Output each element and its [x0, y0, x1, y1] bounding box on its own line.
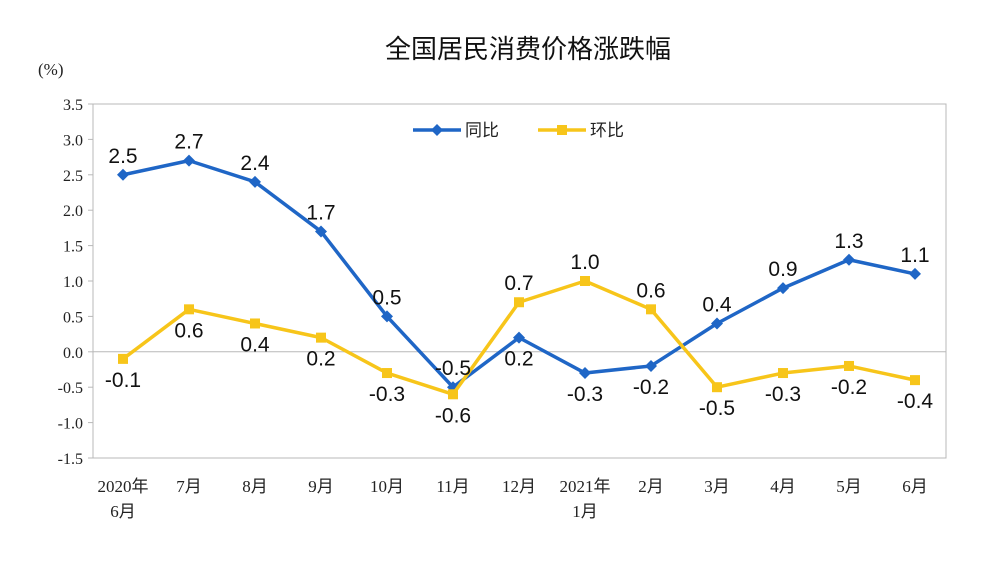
- x-tick-label: 12月: [502, 477, 536, 496]
- y-tick-label: 3.0: [63, 132, 83, 149]
- data-point-diamond: [381, 310, 393, 323]
- data-label: 0.2: [504, 348, 533, 371]
- data-point-square: [514, 297, 524, 308]
- data-point-square: [250, 318, 260, 329]
- x-tick-label: 8月: [242, 477, 268, 496]
- data-label: -0.3: [369, 383, 405, 406]
- y-tick-label: 2.5: [63, 168, 83, 185]
- x-tick-label: 7月: [176, 477, 202, 496]
- data-label: 1.7: [306, 201, 335, 224]
- data-point-square: [646, 304, 656, 315]
- data-point-square: [184, 304, 194, 315]
- y-tick-label: -0.5: [58, 380, 83, 397]
- x-tick-label: 2020年: [98, 477, 149, 496]
- data-label: -0.6: [435, 404, 471, 427]
- x-tick-label: 6月: [902, 477, 928, 496]
- legend: 同比 环比: [413, 121, 624, 141]
- legend-marker-square: [557, 125, 567, 135]
- data-label: 0.4: [702, 293, 732, 316]
- x-axis: 2020年 6月 7月 8月 9月 10月 11月 12月 2021年 1月 2月 3月 4月 5月 6月: [98, 477, 928, 521]
- x-tick-label: 9月: [308, 477, 334, 496]
- y-tick-label: 0.0: [63, 345, 83, 362]
- data-label: 0.4: [240, 333, 270, 356]
- series-layer: [117, 154, 921, 400]
- data-point-diamond: [645, 359, 657, 372]
- data-point-square: [844, 360, 854, 371]
- data-labels: 2.5 2.7 2.4 1.7 0.5 -0.5 0.2 -0.3 -0.2 0.4 0.9 1.3 1…: [105, 131, 934, 428]
- y-tick-label: 0.5: [63, 309, 83, 326]
- data-point-square: [448, 389, 458, 400]
- data-label: 0.6: [636, 279, 665, 302]
- data-label: 2.4: [240, 152, 270, 175]
- data-label: 0.9: [768, 258, 797, 281]
- data-label: 0.7: [504, 272, 533, 295]
- data-label: 1.0: [570, 251, 599, 274]
- x-tick-label: 11月: [436, 477, 469, 496]
- data-point-diamond: [249, 175, 261, 188]
- data-label: -0.4: [897, 390, 934, 413]
- data-label: 2.5: [108, 145, 137, 168]
- x-tick-label: 1月: [572, 502, 598, 521]
- y-tick-label: -1.5: [58, 451, 83, 468]
- x-tick-label: 2月: [638, 477, 664, 496]
- data-point-diamond: [315, 225, 327, 238]
- data-point-diamond: [513, 331, 525, 344]
- data-label: -0.3: [765, 383, 801, 406]
- legend-label: 同比: [465, 121, 499, 141]
- data-label: 0.6: [174, 319, 203, 342]
- data-point-diamond: [843, 253, 855, 266]
- y-axis: 3.5 3.0 2.5 2.0 1.5 1.0 0.5 0.0 -0.5 -1.0 -1.5: [58, 97, 93, 468]
- chart-title: 全国居民消费价格涨跌幅: [385, 35, 671, 65]
- x-tick-label: 2021年: [560, 477, 611, 496]
- data-point-square: [778, 368, 788, 379]
- data-point-diamond: [579, 367, 591, 380]
- data-point-diamond: [777, 282, 789, 295]
- legend-marker-diamond: [431, 124, 443, 136]
- x-tick-label: 10月: [370, 477, 404, 496]
- x-tick-label: 3月: [704, 477, 730, 496]
- data-label: 2.7: [174, 131, 203, 154]
- data-point-square: [118, 353, 128, 364]
- data-point-diamond: [711, 317, 723, 330]
- data-label: 1.1: [900, 244, 929, 267]
- data-point-square: [382, 368, 392, 379]
- y-tick-label: -1.0: [58, 416, 83, 433]
- y-tick-label: 1.0: [63, 274, 83, 291]
- data-label: -0.2: [831, 376, 867, 399]
- data-label: -0.5: [435, 357, 471, 380]
- x-tick-label: 4月: [770, 477, 796, 496]
- data-point-square: [712, 382, 722, 393]
- data-point-diamond: [117, 168, 129, 181]
- data-label: 1.3: [834, 230, 863, 253]
- data-label: -0.3: [567, 383, 603, 406]
- data-point-square: [580, 276, 590, 286]
- data-label: -0.5: [699, 397, 735, 420]
- data-point-diamond: [183, 154, 195, 167]
- data-label: 0.2: [306, 348, 335, 371]
- y-tick-label: 1.5: [63, 239, 83, 256]
- x-tick-label: 6月: [110, 502, 136, 521]
- data-label: -0.2: [633, 376, 669, 399]
- legend-label: 环比: [590, 121, 624, 141]
- data-point-diamond: [909, 267, 921, 280]
- y-tick-label: 3.5: [63, 97, 83, 114]
- y-axis-unit: (%): [38, 60, 63, 79]
- data-label: -0.1: [105, 369, 141, 392]
- data-point-square: [910, 375, 920, 386]
- y-tick-label: 2.0: [63, 203, 83, 220]
- data-label: 0.5: [372, 286, 401, 309]
- data-point-square: [316, 332, 326, 343]
- x-tick-label: 5月: [836, 477, 862, 496]
